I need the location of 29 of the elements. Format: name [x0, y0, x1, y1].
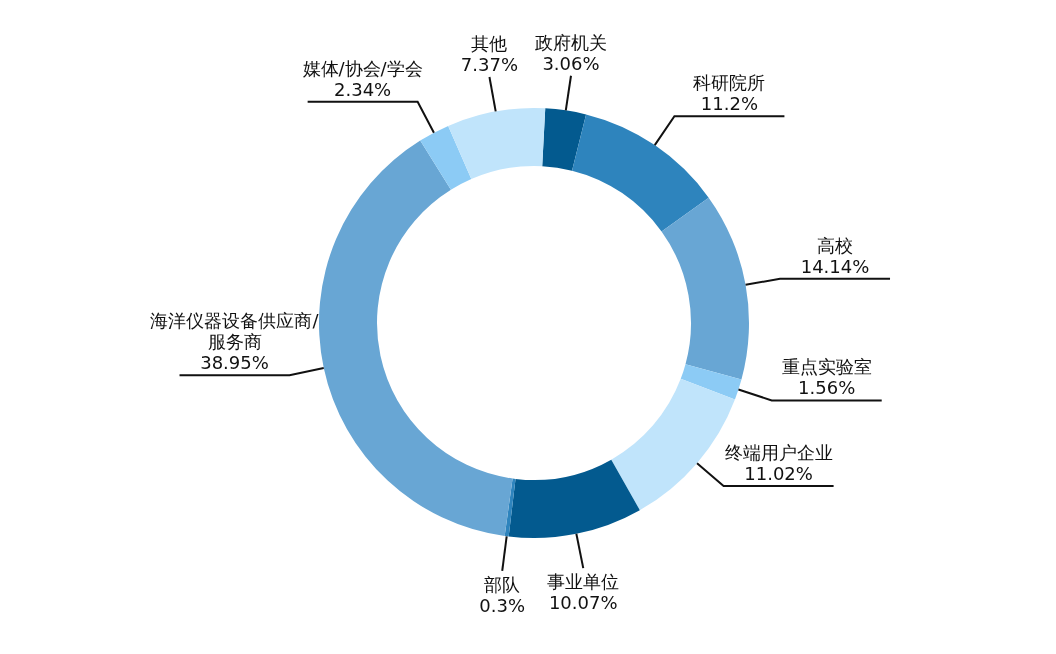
donut-slice — [508, 459, 640, 538]
data-label: 2.34% — [334, 78, 392, 100]
donut-slice — [319, 140, 513, 536]
data-label: 7.37% — [460, 54, 519, 75]
slice-label: 政府机关 — [534, 31, 607, 53]
data-label: 1.56% — [798, 377, 856, 399]
data-label: 3.06% — [542, 52, 600, 74]
donut-slice — [542, 108, 587, 171]
donut-slice — [661, 197, 749, 380]
data-label: 0.3% — [479, 594, 526, 616]
data-label: 14.14% — [800, 255, 870, 277]
data-label: 11.2% — [700, 93, 759, 115]
slice-label: 海洋仪器设备供应商/服务商 — [150, 310, 320, 353]
donut-slice — [504, 478, 516, 537]
slice-label: 重点实验室 — [781, 356, 872, 378]
data-label: 11.02% — [744, 462, 813, 484]
slice-label: 其他 — [471, 33, 508, 54]
slice-label: 高校 — [817, 234, 854, 256]
donut-slice — [572, 114, 709, 232]
donut-slice — [680, 364, 742, 400]
slice-label: 媒体/协会/学会 — [302, 57, 423, 79]
slice-label: 科研院所 — [693, 72, 766, 94]
data-label: 10.07% — [548, 592, 618, 614]
slice-label: 事业单位 — [547, 571, 620, 593]
donut-slice — [448, 108, 546, 180]
slice-label: 部队 — [484, 573, 521, 595]
data-label: 38.95% — [200, 352, 269, 374]
slice-label: 终端用户企业 — [724, 441, 833, 463]
donut-slice — [420, 125, 472, 190]
